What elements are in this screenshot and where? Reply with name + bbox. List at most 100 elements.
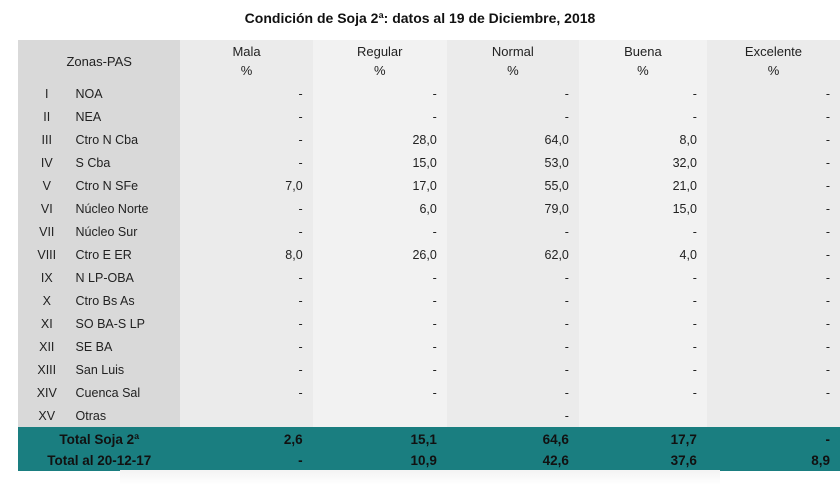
zone-name: Ctro Bs As [75,289,181,312]
condition-table: Zonas-PAS Mala% Regular% Normal% Buena% Exce… [18,40,840,471]
value-cell: - [312,358,447,381]
value-cell: - [578,266,707,289]
value-cell: - [706,358,840,381]
zone-name: SO BA-S LP [75,312,181,335]
value-cell: - [706,197,840,220]
value-cell: - [446,266,579,289]
zone-number: XV [18,404,76,428]
zone-name: SE BA [75,335,181,358]
zone-name: N LP-OBA [75,266,181,289]
value-cell: - [446,358,579,381]
value-cell: - [578,381,707,404]
value-cell: - [578,335,707,358]
zone-number: X [18,289,76,312]
table-row: XI SO BA-S LP - - - - - [18,312,840,335]
value-cell: 15,0 [578,197,707,220]
table-row: VIII Ctro E ER 8,0 26,0 62,0 4,0- [18,243,840,266]
total-value: 37,6 [578,450,707,471]
value-cell: - [180,335,313,358]
zone-number: XIV [18,381,76,404]
value-cell: 15,0 [312,151,447,174]
value-cell: - [312,289,447,312]
total-label: Total Soja 2ª [18,427,181,450]
column-name: Excelente [744,44,803,59]
value-cell: 62,0 [446,243,579,266]
value-cell: - [180,220,313,243]
value-cell [312,404,447,428]
value-cell: - [446,312,579,335]
table-row: II NEA - - - - - [18,105,840,128]
column-name: Buena [624,44,662,59]
table-row: VII Núcleo Sur - - - - - [18,220,840,243]
total-label: Total al 20-12-17 [18,450,181,471]
table-row: XIV Cuenca Sal - - - - - [18,381,840,404]
column-name: Regular [356,44,403,59]
value-cell: - [312,312,447,335]
zone-name: Núcleo Sur [75,220,181,243]
value-cell: 4,0 [578,243,707,266]
value-cell: 53,0 [446,151,579,174]
zone-number: III [18,128,76,151]
value-cell: - [706,151,840,174]
value-cell: - [446,105,579,128]
total-value: 2,6 [180,427,313,450]
column-name: Normal [491,44,534,59]
value-cell: - [312,82,447,105]
zone-number: VIII [18,243,76,266]
column-unit: % [240,63,253,78]
value-cell: - [446,82,579,105]
column-header-mala: Mala% [180,40,313,82]
value-cell: - [706,335,840,358]
value-cell: - [578,220,707,243]
zone-name: Núcleo Norte [75,197,181,220]
table-row: XV Otras - [18,404,840,428]
value-cell: 32,0 [578,151,707,174]
page-title: Condición de Soja 2ª: datos al 19 de Dic… [244,10,596,26]
column-unit: % [373,63,386,78]
zone-number: IX [18,266,76,289]
zone-name: Ctro N SFe [75,174,181,197]
value-cell: - [180,82,313,105]
value-cell: 8,0 [578,128,707,151]
value-cell: 64,0 [446,128,579,151]
value-cell: - [180,289,313,312]
value-cell: - [312,335,447,358]
header-row: Zonas-PAS Mala% Regular% Normal% Buena% Exce… [18,40,840,82]
zone-number: IV [18,151,76,174]
zone-name: Otras [75,404,181,428]
value-cell: - [578,82,707,105]
value-cell: - [312,266,447,289]
value-cell: - [180,312,313,335]
column-header-regular: Regular% [312,40,447,82]
value-cell: - [706,381,840,404]
zone-number: VI [18,197,76,220]
value-cell: - [180,358,313,381]
table-row: VI Núcleo Norte -6,0 79,0 15,0- [18,197,840,220]
column-header-normal: Normal% [446,40,579,82]
total-row: Total Soja 2ª 2,6 15,1 64,6 17,7- [18,427,840,450]
table-row: III Ctro N Cba -28,0 64,0 8,0- [18,128,840,151]
zone-number: II [18,105,76,128]
value-cell: - [180,151,313,174]
value-cell: - [578,289,707,312]
value-cell: 79,0 [446,197,579,220]
value-cell: - [706,312,840,335]
zones-header: Zonas-PAS [18,40,181,82]
zones-header-label: Zonas-PAS [66,53,132,69]
zone-number: XI [18,312,76,335]
value-cell: - [446,335,579,358]
value-cell: 26,0 [312,243,447,266]
value-cell: - [312,381,447,404]
value-cell: - [312,220,447,243]
value-cell: 8,0 [180,243,313,266]
total-value: 10,9 [312,450,447,471]
zone-number: VII [18,220,76,243]
value-cell: - [578,358,707,381]
value-cell: - [706,128,840,151]
value-cell: - [706,243,840,266]
value-cell: - [446,404,579,428]
zone-number: XII [18,335,76,358]
zone-name: San Luis [75,358,181,381]
value-cell: - [180,197,313,220]
zone-name: Ctro E ER [75,243,181,266]
